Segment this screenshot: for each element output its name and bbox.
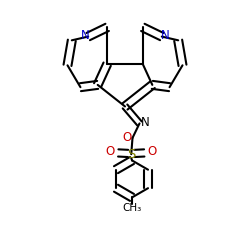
- Text: O: O: [106, 145, 115, 158]
- Text: O: O: [148, 145, 157, 158]
- Text: N: N: [141, 116, 150, 129]
- Text: S: S: [127, 148, 136, 161]
- Text: CH₃: CH₃: [122, 204, 142, 214]
- Text: N: N: [80, 29, 89, 42]
- Text: O: O: [122, 132, 132, 144]
- Text: N: N: [161, 29, 170, 42]
